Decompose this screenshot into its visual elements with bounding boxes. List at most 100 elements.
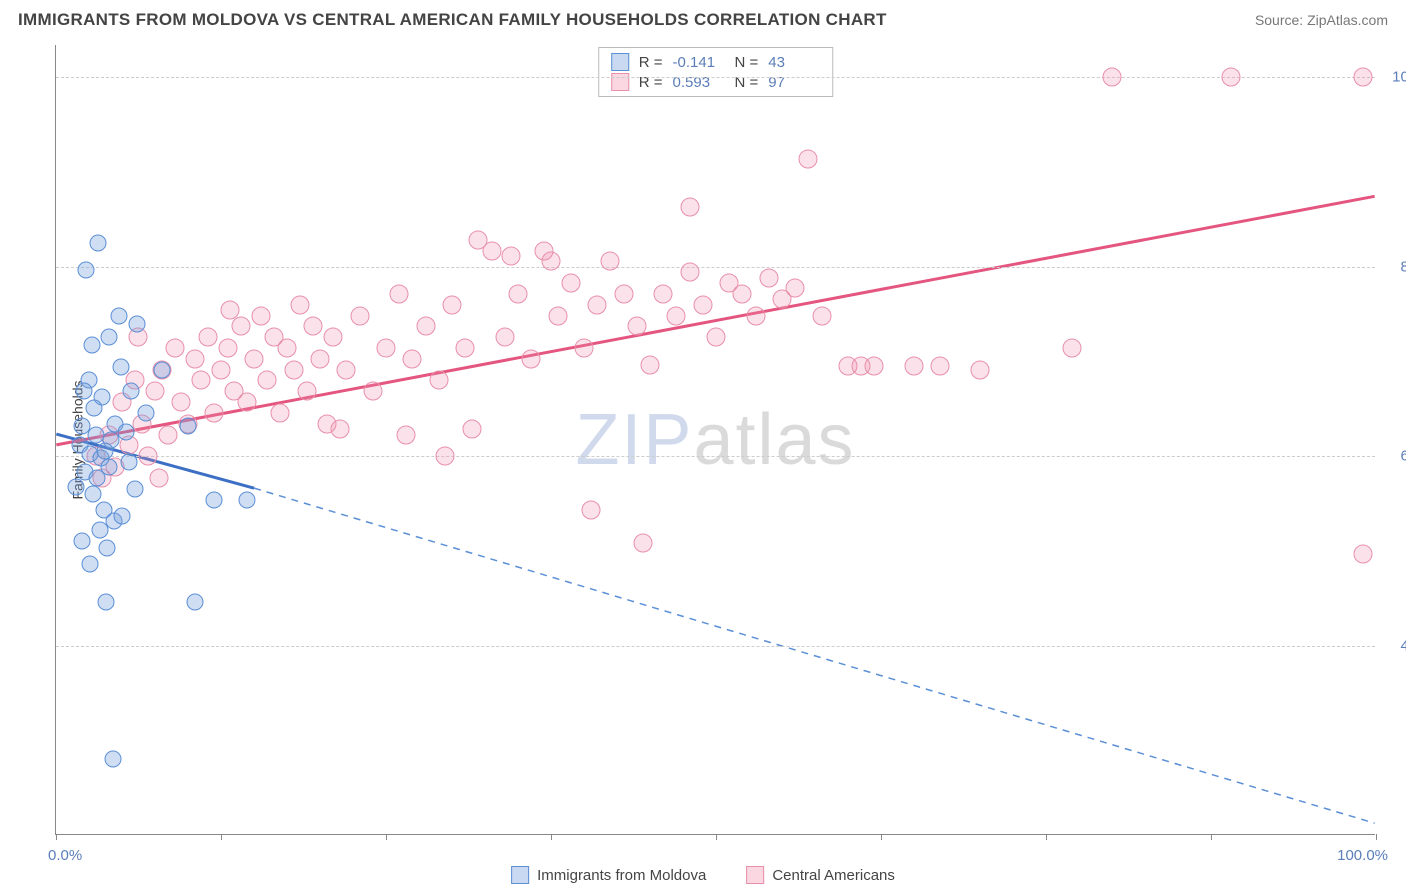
grid-line [56,267,1375,268]
scatter-point [258,371,277,390]
scatter-point [905,357,924,376]
scatter-point [634,533,653,552]
scatter-point [733,284,752,303]
scatter-point [575,339,594,358]
scatter-point [186,594,203,611]
scatter-point [153,361,170,378]
scatter-point [78,262,95,279]
x-axis-min-label: 0.0% [48,847,82,864]
legend-swatch [746,866,764,884]
n-label: N = [735,74,759,91]
scatter-point [172,393,191,412]
scatter-point [627,317,646,336]
scatter-point [75,383,92,400]
scatter-point [502,247,521,266]
scatter-point [251,306,270,325]
legend-swatch [611,73,629,91]
scatter-point [482,241,501,260]
scatter-point [206,491,223,508]
r-value: -0.141 [673,54,725,71]
scatter-point [363,382,382,401]
scatter-point [278,339,297,358]
scatter-point [865,357,884,376]
scatter-point [561,274,580,293]
x-tick [716,834,717,840]
scatter-point [495,328,514,347]
y-tick-label: 100.0% [1392,69,1406,86]
trend-lines-svg [56,45,1375,834]
grid-line [56,646,1375,647]
scatter-point [548,306,567,325]
r-label: R = [639,74,663,91]
stats-legend: R =-0.141N =43R =0.593N =97 [598,47,834,97]
scatter-point [522,349,541,368]
y-tick-label: 65.0% [1400,448,1406,465]
stats-row: R =0.593N =97 [611,72,821,92]
scatter-point [462,420,481,439]
scatter-point [1353,68,1372,87]
scatter-point [311,349,330,368]
scatter-point [614,284,633,303]
x-axis-max-label: 100.0% [1337,847,1388,864]
scatter-point [192,371,211,390]
scatter-point [99,540,116,557]
legend-item: Immigrants from Moldova [511,866,706,884]
scatter-point [205,403,224,422]
legend-swatch [611,53,629,71]
scatter-point [221,301,240,320]
x-tick [551,834,552,840]
r-value: 0.593 [673,74,725,91]
scatter-point [542,252,561,271]
scatter-point [350,306,369,325]
scatter-point [1063,339,1082,358]
legend-label: Central Americans [772,867,895,884]
scatter-point [1221,68,1240,87]
chart-source: Source: ZipAtlas.com [1255,12,1388,28]
scatter-point [429,371,448,390]
scatter-point [390,284,409,303]
scatter-point [707,328,726,347]
legend-label: Immigrants from Moldova [537,867,706,884]
scatter-point [601,252,620,271]
scatter-point [1353,544,1372,563]
chart-title: IMMIGRANTS FROM MOLDOVA VS CENTRAL AMERI… [18,10,887,30]
scatter-point [971,360,990,379]
scatter-point [139,447,158,466]
scatter-point [231,317,250,336]
scatter-point [111,307,128,324]
scatter-point [86,399,103,416]
scatter-point [114,507,131,524]
scatter-point [83,336,100,353]
scatter-point [271,403,290,422]
scatter-point [127,480,144,497]
scatter-point [641,356,660,375]
scatter-point [759,268,778,287]
scatter-point [680,198,699,217]
scatter-point [1103,68,1122,87]
x-tick [221,834,222,840]
scatter-point [98,594,115,611]
scatter-point [284,360,303,379]
chart-plot-area: Family Households ZIPatlas R =-0.141N =4… [55,45,1375,835]
grid-line [56,77,1375,78]
scatter-point [680,263,699,282]
scatter-point [96,442,113,459]
scatter-point [84,486,101,503]
scatter-point [198,328,217,347]
scatter-point [180,417,197,434]
scatter-point [212,360,231,379]
scatter-point [218,339,237,358]
scatter-point [786,279,805,298]
scatter-point [396,425,415,444]
scatter-point [297,382,316,401]
scatter-point [146,382,165,401]
scatter-point [112,359,129,376]
r-label: R = [639,54,663,71]
scatter-point [456,339,475,358]
scatter-point [304,317,323,336]
scatter-point [123,383,140,400]
bottom-legend: Immigrants from Moldova Central Americans [511,866,895,884]
scatter-point [667,306,686,325]
scatter-point [185,349,204,368]
scatter-point [436,447,455,466]
